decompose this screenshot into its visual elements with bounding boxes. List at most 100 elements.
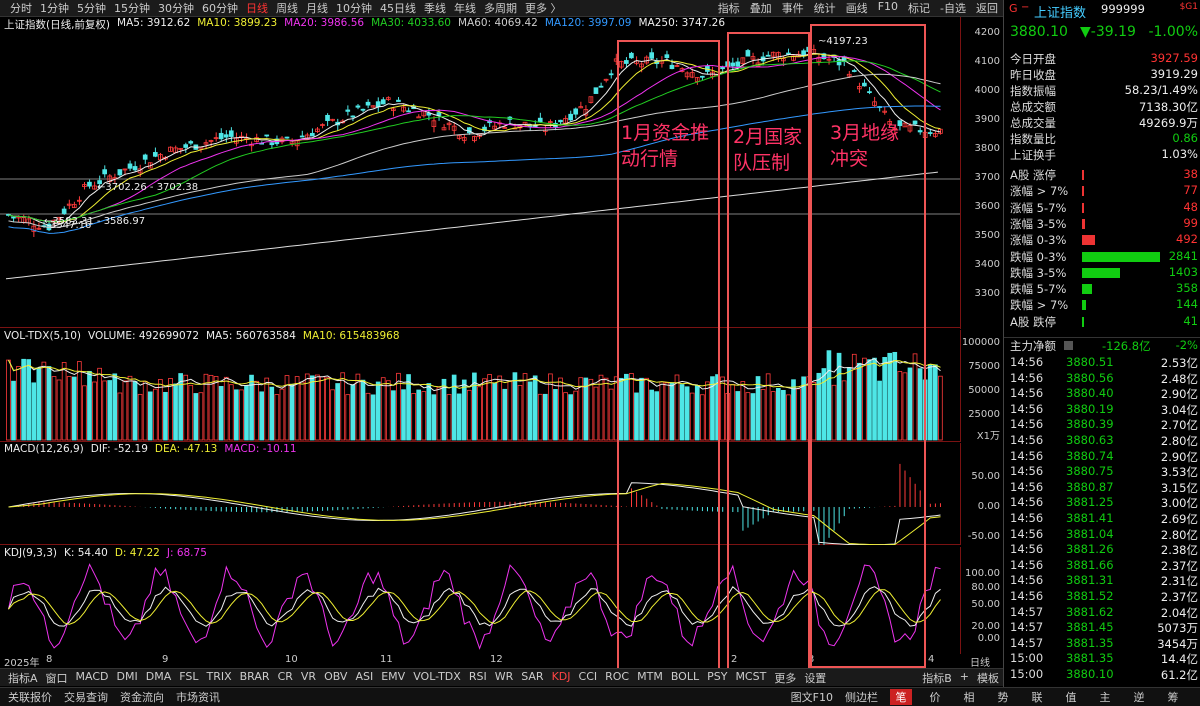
volume-bar	[152, 388, 158, 441]
indicator-tab[interactable]: ROC	[605, 669, 630, 683]
indicator-tab[interactable]: PSY	[707, 669, 728, 683]
period-tab[interactable]: 更多 〉	[525, 2, 562, 15]
period-tab[interactable]: 5分钟	[77, 2, 106, 15]
index-code: 999999	[1101, 2, 1145, 16]
candle	[406, 107, 411, 113]
tool-menu-item[interactable]: F10	[877, 0, 899, 13]
indicator-tab[interactable]: MTM	[637, 669, 663, 683]
status-link[interactable]: 交易查询	[64, 691, 108, 704]
volume-chart[interactable]	[0, 344, 960, 442]
status-link[interactable]: 市场资讯	[176, 691, 220, 704]
period-tab[interactable]: 分时	[10, 2, 32, 15]
tick-row: 14:57 3881.62 2.04亿	[1004, 605, 1200, 621]
period-tab[interactable]: 月线	[306, 2, 328, 15]
period-tab[interactable]: 周线	[276, 2, 298, 15]
tool-menu-item[interactable]: 事件	[781, 2, 804, 15]
indicator-tab-right[interactable]: 指标B	[922, 671, 952, 685]
period-tab[interactable]: 日线	[246, 2, 268, 15]
volume-bar	[649, 389, 655, 441]
indicator-tab[interactable]: BRAR	[239, 669, 270, 683]
tick-time: 14:56	[1010, 557, 1044, 572]
period-tab[interactable]: 45日线	[380, 2, 416, 15]
volume-bar	[821, 368, 827, 441]
indicator-tab[interactable]: SAR	[521, 669, 544, 683]
indicator-tab[interactable]: 指标A	[8, 671, 38, 685]
tick-row: 14:56 3880.56 2.48亿	[1004, 371, 1200, 387]
indicator-tab[interactable]: MCST	[735, 669, 767, 683]
ma-line	[8, 586, 941, 627]
period-tab[interactable]: 30分钟	[158, 2, 194, 15]
indicator-tab[interactable]: CCI	[578, 669, 598, 683]
macd-chart[interactable]	[0, 457, 960, 553]
volume-bar	[603, 377, 609, 441]
volume-bar	[664, 382, 670, 441]
period-tab[interactable]: 1分钟	[40, 2, 69, 15]
period-tab[interactable]: 15分钟	[114, 2, 150, 15]
side-icon[interactable]: 值	[1065, 691, 1077, 704]
indicator-tab-right[interactable]: 模板	[977, 671, 999, 685]
indicator-tab[interactable]: ASI	[355, 669, 374, 683]
volume-bar	[917, 368, 923, 441]
side-icon[interactable]: 价	[929, 691, 941, 704]
tick-volume: 2.31亿	[1160, 574, 1198, 589]
low-label: ←3583.31 - 3586.97	[44, 216, 145, 227]
indicator-tab[interactable]: BOLL	[670, 669, 700, 683]
kdj-chart[interactable]	[0, 561, 960, 654]
candle	[917, 127, 923, 135]
period-tab[interactable]: 60分钟	[202, 2, 238, 15]
macd-dif: DIF: -52.19	[90, 443, 148, 455]
tool-menu-item[interactable]: 画线	[845, 2, 868, 15]
side-icon[interactable]: 联	[1031, 691, 1043, 704]
volume-bar	[887, 352, 893, 441]
status-link[interactable]: 资金流向	[120, 691, 164, 704]
candle	[315, 127, 320, 133]
indicator-tab[interactable]: 窗口	[45, 671, 68, 685]
indicator-tab[interactable]: KDJ	[551, 669, 571, 683]
status-right-link[interactable]: 图文F10	[790, 691, 833, 704]
tool-menu-item[interactable]: 叠加	[749, 2, 772, 15]
tool-menu-item[interactable]: 返回	[976, 2, 998, 15]
indicator-tab[interactable]: EMV	[381, 669, 406, 683]
tool-menu-item[interactable]: -自选	[940, 2, 966, 15]
group-icon[interactable]: G	[1009, 2, 1018, 15]
status-link[interactable]: 关联报价	[8, 691, 52, 704]
indicator-tab[interactable]: 更多	[774, 671, 797, 685]
tick-time: 14:56	[1010, 511, 1044, 525]
tool-menu-item[interactable]: 统计	[813, 2, 836, 15]
indicator-tab[interactable]: DMI	[116, 669, 138, 683]
indicator-tab[interactable]: OBV	[324, 669, 348, 683]
side-icon[interactable]: 主	[1099, 691, 1111, 704]
side-icon[interactable]: 逆	[1133, 691, 1145, 704]
tick-time: 14:56	[1010, 464, 1044, 479]
period-tab[interactable]: 10分钟	[336, 2, 372, 15]
indicator-tab[interactable]: WR	[494, 669, 514, 683]
side-icon[interactable]: 筹	[1167, 691, 1179, 704]
indicator-tab[interactable]: VR	[300, 669, 317, 683]
period-tab[interactable]: 季线	[424, 2, 446, 15]
indicator-tab[interactable]: RSI	[468, 669, 487, 683]
volume-bar	[644, 377, 649, 441]
indicator-tab[interactable]: FSL	[179, 669, 199, 683]
volume-bar	[431, 394, 437, 441]
period-tab[interactable]: 多周期	[484, 2, 517, 15]
indicator-tab[interactable]: CR	[277, 669, 293, 683]
date-range-label[interactable]: 日线	[970, 658, 990, 669]
side-icon[interactable]: 笔	[890, 689, 912, 705]
side-icon[interactable]: 势	[997, 691, 1009, 704]
indicator-tab[interactable]: DMA	[145, 669, 172, 683]
tool-menu-item[interactable]: 指标	[717, 2, 740, 15]
tick-time: 14:56	[1010, 495, 1044, 510]
status-right-link[interactable]: 侧边栏	[845, 691, 878, 704]
price-chart[interactable]: ~4197.23 ←3702.26 - 3702.38 ←3583.31 - 358…	[0, 31, 960, 328]
candle	[330, 118, 335, 122]
indicator-tab-right[interactable]: +	[959, 669, 969, 683]
side-icon[interactable]: 相	[963, 691, 975, 704]
period-tab[interactable]: 年线	[454, 2, 476, 15]
indicator-tab[interactable]: 设置	[804, 671, 827, 685]
flow-icon[interactable]	[1064, 341, 1073, 350]
stat-value: 3927.59	[1150, 51, 1198, 65]
tool-menu-item[interactable]: 标记	[908, 2, 931, 15]
indicator-tab[interactable]: MACD	[75, 669, 109, 683]
indicator-tab[interactable]: TRIX	[206, 669, 232, 683]
indicator-tab[interactable]: VOL-TDX	[413, 669, 461, 683]
